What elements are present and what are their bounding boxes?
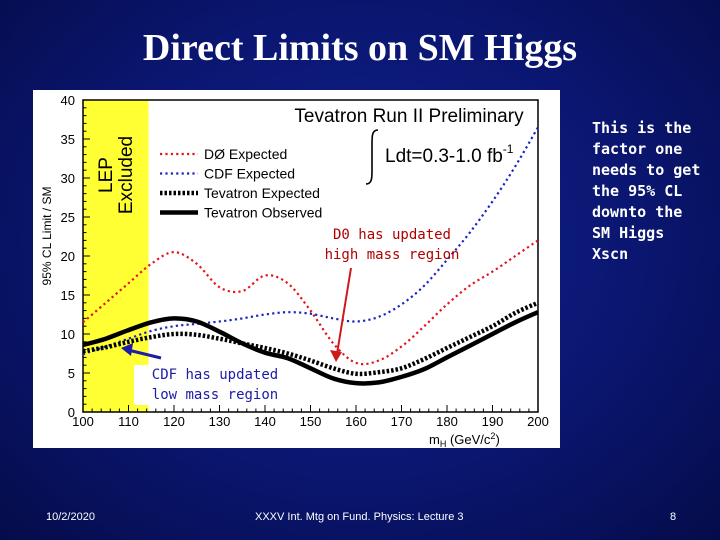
lep-excluded-region bbox=[83, 100, 149, 412]
y-tick-label: 15 bbox=[61, 288, 75, 303]
d0-arrow-head bbox=[330, 350, 342, 362]
y-axis-label: 95% CL Limit / SM bbox=[40, 187, 54, 286]
side-note: This is the factor one needs to get the … bbox=[592, 119, 701, 263]
d0-expected-curve bbox=[82, 239, 539, 366]
y-axis-label-text: 95% CL Limit / SM bbox=[40, 187, 54, 286]
x-tick-label: 150 bbox=[300, 414, 322, 429]
y-tick-label: 35 bbox=[61, 132, 75, 147]
footer-date: 10/2/2020 bbox=[46, 511, 95, 523]
d0-arrow bbox=[335, 267, 352, 361]
footer-title: XXXV Int. Mtg on Fund. Physics: Lecture … bbox=[255, 511, 464, 523]
integral-sign bbox=[365, 129, 379, 185]
luminosity-label: Ldt=0.3-1.0 fb-1 bbox=[385, 142, 514, 167]
d0-annotation: D0 has updated high mass region bbox=[324, 227, 460, 263]
x-tick-label: 190 bbox=[482, 414, 504, 429]
x-tick-label: 180 bbox=[436, 414, 458, 429]
cdf-annotation: CDF has updated low mass region bbox=[134, 365, 296, 405]
tevatron-expected-curve bbox=[82, 300, 539, 377]
cdf-arrow bbox=[127, 348, 162, 360]
x-tick-label: 140 bbox=[254, 414, 276, 429]
y-tick-label: 25 bbox=[61, 210, 75, 225]
d0-expected-legend-label: DØ Expected bbox=[204, 146, 287, 162]
x-tick-label: 110 bbox=[118, 414, 139, 429]
y-tick-label: 0 bbox=[68, 405, 75, 420]
tevatron-expected-legend-label: Tevatron Expected bbox=[204, 185, 320, 201]
chart-title: Tevatron Run II Preliminary bbox=[294, 106, 524, 127]
x-tick-label: 100 bbox=[72, 414, 94, 429]
x-tick-label: 170 bbox=[391, 414, 413, 429]
tevatron-observed-curve bbox=[82, 310, 539, 386]
y-tick-label: 10 bbox=[61, 327, 75, 342]
x-axis-label: mH (GeV/c2) bbox=[429, 431, 500, 448]
limit-plot: LEP Excluded 100 110 120 130 140 150 160 170 180 19… bbox=[33, 90, 560, 448]
x-tick-label: 130 bbox=[209, 414, 231, 429]
lep-label-line2: Excluded bbox=[116, 136, 137, 214]
x-tick-label: 120 bbox=[163, 414, 185, 429]
y-tick-label: 40 bbox=[61, 93, 75, 108]
cdf-arrow-head bbox=[121, 343, 133, 356]
y-tick-label: 20 bbox=[61, 249, 75, 264]
tevatron-observed-legend-label: Tevatron Observed bbox=[204, 205, 322, 221]
slide-title: Direct Limits on SM Higgs bbox=[142, 27, 578, 69]
x-tick-label: 160 bbox=[345, 414, 367, 429]
lep-excluded-label: LEP Excluded bbox=[96, 136, 137, 214]
x-tick-label: 200 bbox=[527, 414, 549, 429]
y-tick-label: 30 bbox=[61, 171, 75, 186]
cdf-expected-curve bbox=[82, 126, 539, 356]
y-tick-label: 5 bbox=[68, 366, 75, 381]
page-number: 8 bbox=[670, 511, 677, 523]
lep-label-line1: LEP bbox=[96, 157, 117, 193]
cdf-expected-legend-label: CDF Expected bbox=[204, 166, 295, 182]
